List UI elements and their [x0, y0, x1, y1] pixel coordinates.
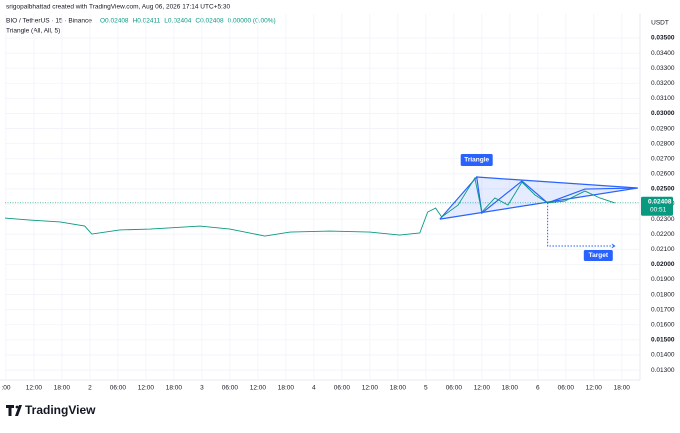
- x-tick-label: 6: [536, 385, 540, 392]
- y-tick-label: 0.01900: [651, 276, 675, 283]
- pattern-label: Triangle: [464, 157, 489, 164]
- y-tick-label: 0.02600: [651, 171, 675, 178]
- pattern-fill: [439, 177, 638, 220]
- x-tick-label: 4: [312, 385, 316, 392]
- x-tick-label: 06:00: [222, 385, 239, 392]
- y-tick-label: 0.02800: [651, 140, 675, 147]
- y-tick-label: 0.02300: [651, 216, 675, 223]
- target-line: [547, 202, 615, 247]
- pattern-bound: [439, 176, 638, 220]
- ohlc-value: O0.02408: [100, 18, 129, 25]
- y-tick-label: 0.01700: [651, 306, 675, 313]
- x-tick-label: 06:00: [558, 385, 575, 392]
- symbol: BIO / TetherUS · 15 · Binance: [6, 18, 92, 25]
- pattern-label-box: [460, 154, 493, 167]
- author-line: srigopalbhattad created with TradingView…: [6, 4, 230, 11]
- x-tick-label: 18:00: [614, 385, 631, 392]
- price-line: [4, 176, 615, 237]
- y-tick-label: 0.02700: [651, 155, 675, 162]
- y-tick-label: 0.03000: [651, 110, 675, 117]
- y-tick-label: 0.02000: [651, 261, 675, 268]
- x-tick-label: 12:00: [474, 385, 491, 392]
- y-tick-label: 0.03300: [651, 65, 675, 72]
- currency: USDT: [651, 20, 669, 27]
- x-tick-label: 06:00: [446, 385, 463, 392]
- x-tick-label: :00: [1, 385, 10, 392]
- x-tick-label: 5: [424, 385, 428, 392]
- countdown: 00:51: [650, 207, 667, 214]
- last-price-label: 0.02408: [648, 199, 672, 206]
- x-tick-label: 06:00: [334, 385, 351, 392]
- target-label: Target: [589, 252, 609, 259]
- brand: TradingView: [25, 403, 96, 417]
- y-tick-label: 0.02200: [651, 231, 675, 238]
- x-tick-label: 12:00: [362, 385, 379, 392]
- x-tick-label: 12:00: [138, 385, 155, 392]
- target-arrow: [611, 243, 616, 249]
- y-tick-label: 0.03100: [651, 95, 675, 102]
- y-tick-label: 0.03200: [651, 80, 675, 87]
- x-tick-label: 18:00: [54, 385, 71, 392]
- x-tick-label: 18:00: [166, 385, 183, 392]
- ohlc-value: H0.02411: [133, 18, 161, 25]
- x-tick-label: 12:00: [26, 385, 43, 392]
- y-tick-label: 0.01500: [651, 337, 675, 344]
- target-label-box: [583, 249, 613, 261]
- ohlc-value: C0.02408: [195, 18, 224, 25]
- ohlc-value: 0.00000 (0.00%): [228, 18, 276, 25]
- y-tick-label: 0.01300: [651, 367, 675, 374]
- y-tick-label: 0.01600: [651, 321, 675, 328]
- y-tick-label: 0.03400: [651, 50, 675, 57]
- ohlc-value: L0.02404: [164, 18, 191, 25]
- y-tick-label: 0.03500: [651, 35, 675, 42]
- y-tick-label: 0.01800: [651, 291, 675, 298]
- x-tick-label: 18:00: [502, 385, 519, 392]
- x-tick-label: 18:00: [390, 385, 407, 392]
- x-tick-label: 3: [200, 385, 204, 392]
- y-tick-label: 0.01400: [651, 352, 675, 359]
- x-tick-label: 12:00: [250, 385, 267, 392]
- y-tick-label: 0.02900: [651, 125, 675, 132]
- indicator: Triangle (All, All, 5): [6, 28, 60, 35]
- x-tick-label: 18:00: [278, 385, 295, 392]
- grid: [5, 14, 640, 380]
- x-tick-label: 06:00: [110, 385, 127, 392]
- logo: TradingView: [6, 403, 96, 417]
- x-tick-label: 2: [88, 385, 92, 392]
- y-tick-label: 0.02500: [651, 186, 675, 193]
- last-price-box: [641, 196, 673, 216]
- x-tick-label: 12:00: [586, 385, 603, 392]
- y-tick-label: 0.02100: [651, 246, 675, 253]
